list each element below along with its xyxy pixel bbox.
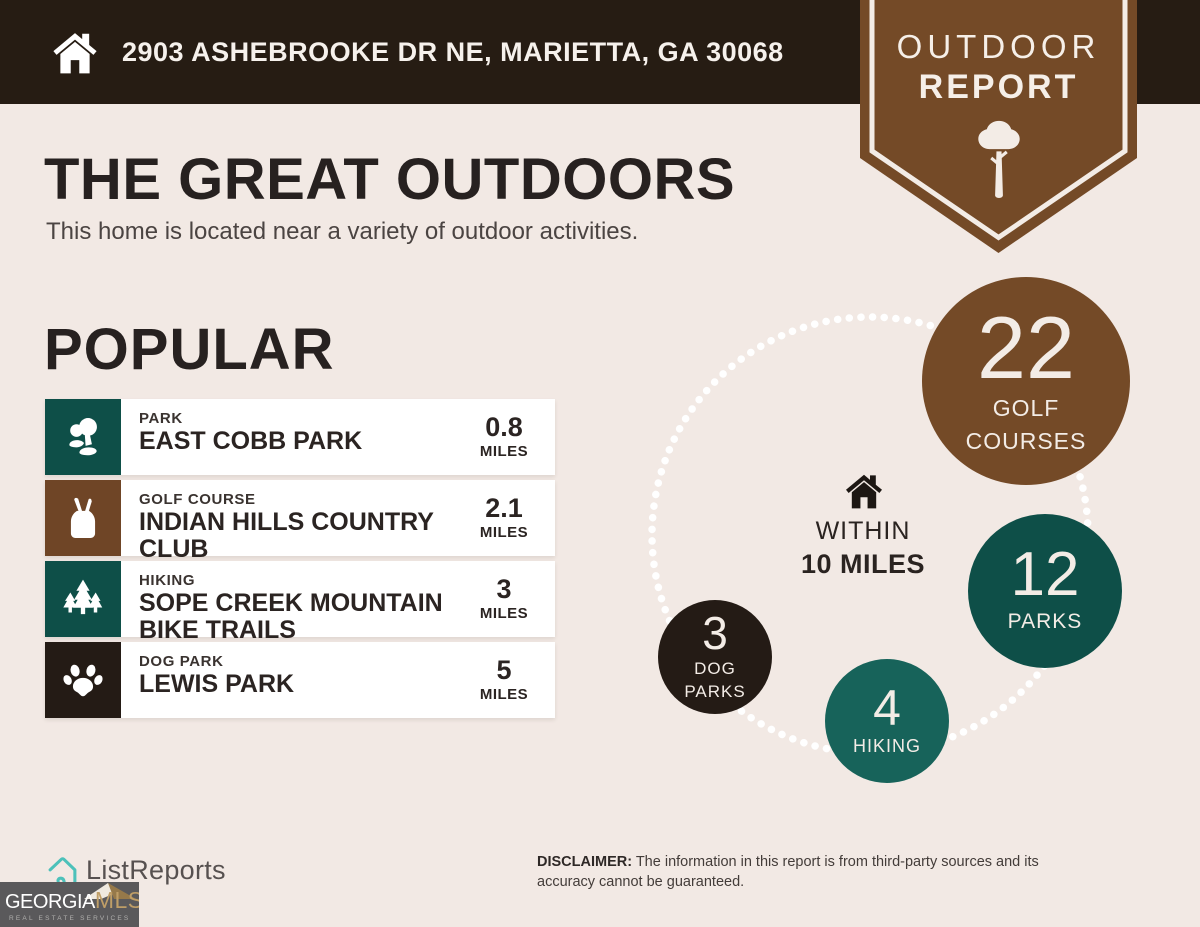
property-address: 2903 ASHEBROOKE DR NE, MARIETTA, GA 3006… (122, 36, 784, 67)
poi-category: DOG PARK (139, 653, 224, 670)
bubble-golf-courses: 22 GOLF COURSES (922, 277, 1130, 485)
badge-title-line1: OUTDOOR (896, 28, 1101, 65)
mls-wordmark: GEORGIAMLS (5, 887, 139, 914)
poi-row-dog-park: DOG PARK LEWIS PARK 5 MILES (45, 642, 555, 718)
poi-text: PARK EAST COBB PARK (121, 399, 451, 475)
distance-value: 0.8 (485, 412, 523, 442)
poi-text: HIKING SOPE CREEK MOUNTAIN BIKE TRAILS (121, 561, 451, 643)
poi-name: SOPE CREEK MOUNTAIN BIKE TRAILS (139, 589, 443, 644)
mls-tagline: REAL ESTATE SERVICES (9, 915, 131, 922)
disclaimer-body: The information in this report is from t… (537, 854, 1039, 890)
parks-label: PARKS (1007, 610, 1083, 634)
radius-label-line2: 10 MILES (800, 549, 926, 579)
dog-parks-label-2: PARKS (684, 681, 746, 701)
distance-value: 5 (496, 655, 512, 685)
golf-bag-icon (45, 480, 121, 556)
badge-title: OUTDOOR REPORT (860, 28, 1137, 107)
disclaimer-label: DISCLAIMER: (537, 854, 633, 870)
poi-row-golf: GOLF COURSE INDIAN HILLS COUNTRY CLUB 2.… (45, 480, 555, 562)
mls-wordmark-mls: MLS (94, 887, 139, 913)
poi-distance: 5 MILES (463, 642, 555, 718)
golf-label-2: COURSES (965, 427, 1087, 454)
poi-category: HIKING (139, 572, 196, 589)
disclaimer-text: DISCLAIMER: The information in this repo… (537, 852, 1042, 892)
distance-unit: MILES (479, 605, 529, 622)
distance-value: 2.1 (485, 493, 523, 523)
hiking-count: 4 (873, 680, 901, 736)
page-subtitle: This home is located near a variety of o… (46, 218, 639, 245)
distance-unit: MILES (479, 443, 529, 460)
tree-icon (978, 120, 1020, 198)
golf-count: 22 (977, 298, 1075, 398)
home-icon-center (846, 474, 882, 509)
radius-label: WITHIN 10 MILES (763, 517, 963, 580)
poi-text: DOG PARK LEWIS PARK (121, 642, 451, 718)
pine-trees-icon (45, 561, 121, 637)
poi-name: EAST COBB PARK (139, 427, 363, 455)
mls-wordmark-georgia: GEORGIA (5, 891, 95, 913)
poi-category: GOLF COURSE (139, 491, 256, 508)
golf-label: GOLF (992, 395, 1060, 422)
distance-unit: MILES (479, 686, 529, 703)
listreports-wordmark: ListReports (86, 855, 226, 885)
poi-category: PARK (139, 410, 183, 427)
poi-distance: 3 MILES (463, 561, 555, 637)
popular-heading: POPULAR (44, 317, 335, 382)
poi-row-park: PARK EAST COBB PARK 0.8 MILES (45, 399, 555, 475)
bubble-dog-parks: 3 DOG PARKS (658, 600, 772, 714)
page-title: THE GREAT OUTDOORS (44, 147, 736, 212)
poi-row-hiking: HIKING SOPE CREEK MOUNTAIN BIKE TRAILS 3… (45, 561, 555, 643)
bubble-hiking: 4 HIKING (825, 659, 949, 783)
hiking-label: HIKING (852, 735, 921, 756)
distance-value: 3 (496, 574, 512, 604)
dog-parks-count: 3 (702, 606, 728, 659)
poi-name: INDIAN HILLS COUNTRY CLUB (139, 508, 434, 563)
bubble-parks: 12 PARKS (968, 514, 1122, 668)
parks-count: 12 (1010, 540, 1080, 610)
distance-unit: MILES (479, 524, 529, 541)
popular-list: PARK EAST COBB PARK 0.8 MILES GOLF COURS… (45, 399, 555, 723)
paw-icon (45, 642, 121, 718)
poi-name: LEWIS PARK (139, 670, 295, 698)
georgia-mls-logo: GEORGIAMLS REAL ESTATE SERVICES (0, 882, 139, 927)
poi-distance: 2.1 MILES (463, 480, 555, 556)
poi-text: GOLF COURSE INDIAN HILLS COUNTRY CLUB (121, 480, 451, 562)
home-icon (53, 33, 97, 74)
park-icon (45, 399, 121, 475)
radius-label-line1: WITHIN (815, 517, 911, 545)
poi-distance: 0.8 MILES (463, 399, 555, 475)
mls-roof-icon (84, 883, 136, 899)
outdoor-report-badge: OUTDOOR REPORT (860, 0, 1137, 255)
dog-parks-label: DOG (694, 658, 736, 678)
badge-title-line2: REPORT (918, 68, 1079, 106)
